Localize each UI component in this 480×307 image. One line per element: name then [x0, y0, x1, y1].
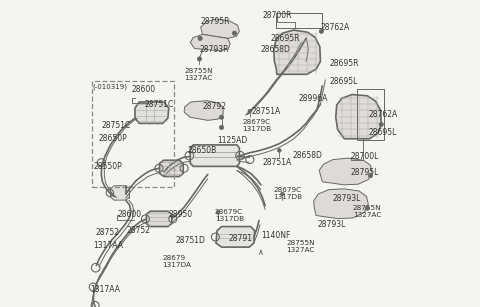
Circle shape [232, 31, 237, 35]
Text: 28751C: 28751C [101, 121, 131, 130]
Circle shape [216, 211, 220, 214]
Circle shape [197, 57, 202, 61]
Circle shape [365, 206, 370, 210]
Text: 28600: 28600 [117, 210, 141, 219]
Text: 28600: 28600 [131, 84, 155, 94]
Text: 1125AD: 1125AD [217, 136, 247, 145]
Text: 28792: 28792 [203, 102, 227, 111]
Text: 28762A: 28762A [368, 110, 397, 119]
Text: 28751D: 28751D [176, 235, 205, 245]
Text: 28791: 28791 [228, 234, 252, 243]
Polygon shape [216, 227, 255, 247]
Text: 28751A: 28751A [252, 107, 281, 116]
Text: 28695L: 28695L [329, 77, 358, 86]
Text: 28752: 28752 [126, 226, 150, 235]
Circle shape [319, 29, 324, 33]
Text: 28650P: 28650P [98, 134, 127, 143]
Text: 28650B: 28650B [188, 146, 217, 155]
Text: 28695R: 28695R [329, 59, 359, 68]
Text: 28550P: 28550P [93, 162, 122, 171]
Text: 28751A: 28751A [262, 157, 291, 167]
Text: 1317AA: 1317AA [90, 285, 120, 294]
Polygon shape [159, 160, 183, 177]
Polygon shape [184, 101, 223, 120]
Text: 28795R: 28795R [200, 17, 229, 26]
Polygon shape [146, 211, 172, 227]
Text: 1317AA: 1317AA [93, 241, 123, 250]
Text: 28996A: 28996A [299, 94, 328, 103]
Polygon shape [190, 145, 240, 166]
Circle shape [219, 125, 224, 130]
Text: 28755N
1327AC: 28755N 1327AC [184, 68, 213, 81]
Polygon shape [336, 95, 381, 139]
Text: 28795L: 28795L [350, 168, 379, 177]
Text: 28700L: 28700L [350, 152, 379, 161]
Text: (-010319): (-010319) [92, 83, 127, 90]
Text: 28793R: 28793R [200, 45, 229, 54]
Polygon shape [201, 19, 240, 38]
Polygon shape [319, 158, 372, 185]
Text: 28695L: 28695L [368, 127, 396, 137]
Text: 28752: 28752 [95, 228, 119, 237]
Text: 28700R: 28700R [263, 11, 292, 20]
Circle shape [277, 149, 281, 152]
Text: 28679C
1317DB: 28679C 1317DB [273, 187, 302, 200]
Circle shape [280, 192, 284, 196]
Text: 28679C
1317DB: 28679C 1317DB [242, 119, 272, 132]
Text: 28755N
1327AC: 28755N 1327AC [353, 205, 382, 218]
Text: 28751C: 28751C [145, 100, 174, 109]
Text: 28762A: 28762A [321, 23, 350, 32]
Polygon shape [314, 189, 368, 219]
Text: 28755N
1327AC: 28755N 1327AC [286, 240, 315, 253]
Text: 28793L: 28793L [332, 194, 360, 204]
Text: 28695R: 28695R [270, 34, 300, 43]
Polygon shape [135, 102, 169, 123]
Text: 28793L: 28793L [317, 220, 346, 229]
Polygon shape [190, 34, 230, 51]
Text: 28679C
1317DB: 28679C 1317DB [215, 209, 244, 222]
Circle shape [198, 36, 202, 41]
Circle shape [219, 115, 224, 119]
Text: 28658D: 28658D [293, 151, 323, 161]
Circle shape [248, 109, 252, 113]
Text: 28658D: 28658D [261, 45, 291, 54]
Circle shape [368, 173, 372, 178]
Circle shape [379, 122, 384, 126]
Polygon shape [274, 30, 321, 74]
Polygon shape [110, 186, 130, 200]
Text: 28950: 28950 [169, 210, 193, 220]
Text: 28679
1317DA: 28679 1317DA [163, 255, 192, 268]
Text: 1140NF: 1140NF [261, 231, 290, 240]
